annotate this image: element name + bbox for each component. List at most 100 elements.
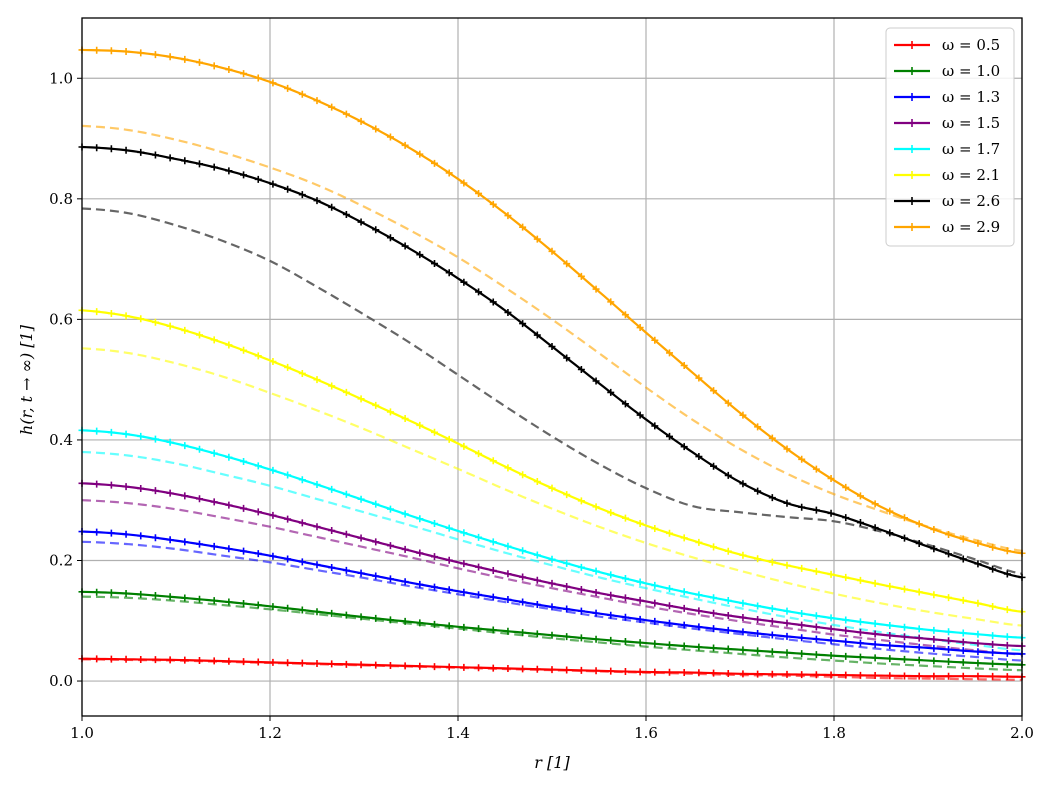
series-marker: [636, 578, 644, 586]
series-marker: [533, 478, 541, 486]
series-marker: [798, 621, 806, 629]
series-marker: [783, 632, 791, 640]
series-marker: [328, 203, 336, 211]
series-marker: [548, 484, 556, 492]
series-marker: [386, 408, 394, 416]
series-marker: [181, 656, 189, 664]
series-marker: [401, 242, 409, 250]
series-marker: [122, 146, 130, 154]
series-marker: [460, 560, 468, 568]
series-marker: [577, 666, 585, 674]
series-line: [81, 309, 1023, 613]
series-marker: [460, 529, 468, 537]
series-marker: [372, 572, 380, 580]
series-marker: [504, 570, 512, 578]
series-marker: [827, 475, 835, 483]
series-marker: [151, 592, 159, 600]
series-marker: [548, 555, 556, 563]
series-marker: [284, 659, 292, 667]
series-marker: [812, 651, 820, 659]
series-marker: [519, 223, 527, 231]
series-marker: [1003, 649, 1011, 657]
series-marker: [401, 510, 409, 518]
series-marker: [357, 661, 365, 669]
series-marker: [621, 594, 629, 602]
series-marker: [269, 180, 277, 188]
series-line: [81, 145, 1023, 579]
series-marker: [196, 595, 203, 603]
legend-marker: [908, 67, 916, 75]
series-marker: [342, 110, 350, 118]
series-marker: [945, 628, 953, 636]
series-marker: [651, 422, 659, 430]
series-marker: [783, 607, 791, 615]
series-marker: [151, 151, 159, 159]
series-marker: [856, 639, 864, 647]
series-marker: [1003, 641, 1011, 649]
series-marker: [357, 218, 365, 226]
x-tick-label: 1.4: [446, 724, 470, 742]
series-marker: [225, 545, 233, 553]
series-marker: [666, 641, 673, 649]
series-marker: [974, 639, 982, 647]
series-marker: [445, 269, 453, 277]
series-marker: [284, 185, 292, 193]
series-marker: [240, 457, 248, 465]
series-marker: [827, 509, 835, 517]
series-marker: [989, 632, 997, 640]
y-tick-label: 0.6: [49, 310, 73, 328]
series-marker: [974, 648, 982, 656]
series-marker: [842, 514, 850, 522]
series-marker: [710, 609, 718, 617]
series-marker: [695, 607, 703, 615]
series-marker: [313, 660, 321, 668]
series-marker: [974, 539, 982, 547]
series-marker: [93, 427, 101, 435]
ticks: 1.0 1.2 1.4 1.6 1.8 2.0 0.0 0.2 0.4 0.6 0.8 1.0: [49, 69, 1034, 742]
series-marker: [563, 582, 571, 590]
series-marker: [783, 619, 791, 627]
series-marker: [607, 611, 615, 619]
series-marker: [783, 649, 791, 657]
grid: [81, 18, 1023, 716]
series-marker: [475, 450, 483, 458]
series-marker: [401, 545, 409, 553]
series-marker: [577, 272, 585, 280]
series-marker: [827, 652, 835, 660]
series-marker: [930, 591, 938, 599]
series-marker: [225, 66, 233, 74]
series-marker: [489, 593, 497, 601]
series-marker: [812, 671, 820, 679]
series-marker: [768, 617, 776, 625]
series-marker: [930, 635, 938, 643]
series-marker: [636, 411, 644, 419]
series-marker: [607, 591, 615, 599]
series-marker: [636, 668, 644, 676]
series-marker: [901, 633, 908, 641]
series-3: [78, 479, 1026, 650]
series-marker: [871, 672, 879, 680]
series-marker: [945, 550, 953, 558]
series-marker: [196, 495, 203, 503]
series-marker: [768, 631, 776, 639]
plot-frame: [81, 17, 1023, 717]
series-marker: [519, 547, 527, 555]
series-marker: [210, 336, 218, 344]
series-marker: [945, 672, 953, 680]
series-marker: [930, 644, 938, 652]
series-marker: [122, 483, 130, 491]
series-marker: [254, 74, 262, 82]
series-marker: [886, 672, 894, 680]
series-marker: [856, 671, 864, 679]
series-marker: [504, 596, 512, 604]
series-marker: [298, 90, 306, 98]
series-marker: [666, 619, 673, 627]
series-marker: [372, 538, 380, 546]
series-marker: [107, 145, 115, 153]
series-marker: [710, 594, 718, 602]
series-marker: [666, 349, 673, 357]
series-marker: [254, 550, 262, 558]
series-marker: [724, 626, 732, 634]
series-marker: [695, 669, 703, 677]
series-marker: [137, 432, 145, 440]
